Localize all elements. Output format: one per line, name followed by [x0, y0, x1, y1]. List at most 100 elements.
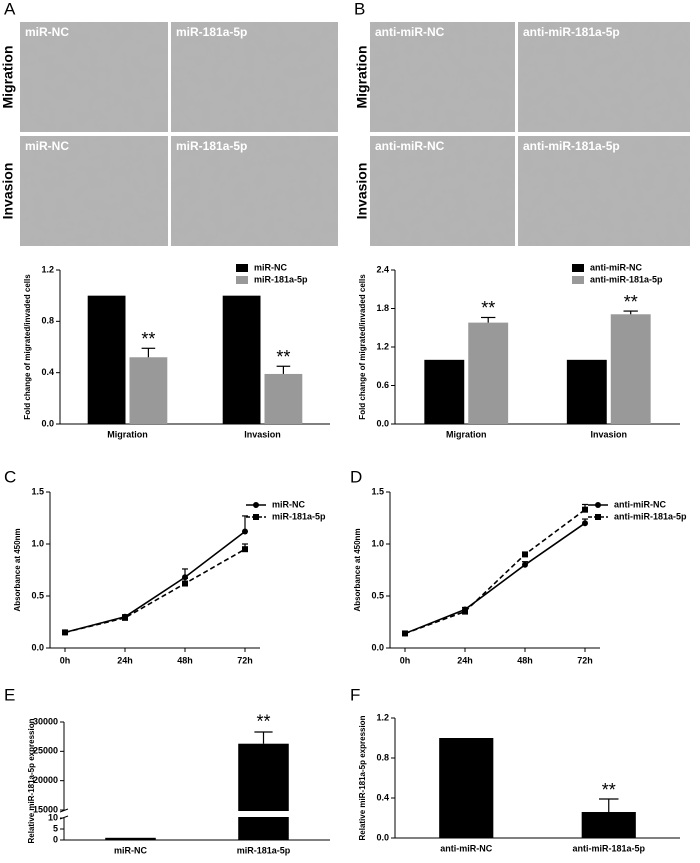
y-tick-label: 0.0 [31, 642, 44, 652]
legend-swatch [236, 276, 248, 284]
x-tick-label: anti-miR-181a-5p [572, 843, 645, 853]
marker [462, 608, 468, 615]
series-line [64, 530, 246, 634]
y-tick-label: 0.8 [376, 752, 389, 762]
bar [424, 359, 465, 424]
x-tick-label: miR-NC [114, 845, 147, 855]
x-tick-label: Invasion [244, 429, 281, 439]
marker [242, 528, 248, 535]
image-tag: miR-181a-5p [176, 25, 247, 39]
error-bar [599, 798, 619, 812]
bar [129, 357, 168, 424]
y-axis-label: Relative miR-181a-5p expression [358, 715, 367, 840]
y-tick-label: 1.5 [31, 486, 44, 496]
legend-label: miR-NC [272, 499, 305, 509]
panel-label: C [4, 467, 16, 486]
micrograph-texture [518, 136, 690, 246]
bar [581, 812, 636, 838]
row-label: Migration [354, 46, 370, 109]
y-tick-label: 25000 [33, 746, 58, 756]
legend-label: miR-181a-5p [254, 274, 308, 284]
y-axis-label: Fold change of migrated/invaded cells [23, 274, 32, 420]
bar [264, 373, 303, 424]
legend-label: anti-miR-NC [614, 499, 666, 509]
x-tick-label: anti-miR-NC [440, 843, 492, 853]
row-label: Invasion [0, 163, 16, 220]
bar [105, 837, 156, 840]
micrograph-texture [171, 136, 338, 246]
y-tick-label: 0.5 [371, 590, 384, 600]
bar [222, 295, 261, 424]
image-tag: miR-181a-5p [176, 139, 247, 153]
bar [610, 314, 651, 424]
legend-swatch [572, 264, 584, 272]
marker [242, 546, 248, 553]
y-tick-label: 1.0 [371, 538, 384, 548]
panel-label: E [4, 685, 15, 704]
y-tick-label: 30000 [33, 716, 58, 726]
micrograph-texture [370, 136, 515, 246]
panel-label: A [4, 0, 16, 18]
bar [439, 738, 494, 838]
row-label: Migration [0, 46, 16, 109]
y-tick-label: 0.4 [376, 792, 389, 802]
bar [87, 295, 126, 424]
panel-label: F [350, 685, 360, 704]
legend-label: miR-NC [254, 262, 287, 272]
row-label: Invasion [354, 163, 370, 220]
y-tick-label: 10 [48, 812, 58, 822]
legend-label: anti-miR-NC [590, 262, 642, 272]
x-tick-label: 72h [577, 655, 593, 665]
panel-label: D [350, 467, 362, 486]
error-bar [481, 316, 496, 323]
micrograph-texture [20, 22, 168, 132]
series-line [64, 548, 246, 634]
x-tick-label: 48h [177, 655, 193, 665]
error-bar [276, 365, 291, 374]
y-axis-label: Absorbance at 450nm [13, 528, 22, 611]
micrograph-texture [370, 22, 515, 132]
significance: ** [141, 329, 155, 349]
x-tick-label: 24h [117, 655, 133, 665]
break-mark [59, 815, 69, 820]
break-mark [59, 808, 69, 813]
micrograph-texture [171, 22, 338, 132]
significance: ** [602, 780, 616, 800]
y-tick-label: 1.0 [31, 538, 44, 548]
y-axis-label: Relative miR-181a-5p expression [27, 718, 36, 843]
bar [238, 743, 289, 840]
marker [62, 629, 68, 636]
marker [253, 502, 259, 508]
image-tag: miR-NC [25, 139, 69, 153]
y-tick-label: 0.4 [41, 367, 54, 377]
marker [595, 502, 601, 508]
x-tick-label: Migration [446, 429, 487, 439]
y-tick-label: 5 [53, 823, 58, 833]
significance: ** [276, 347, 290, 367]
x-tick-label: miR-181a-5p [237, 845, 291, 855]
significance: ** [481, 298, 495, 318]
image-tag: anti-miR-181a-5p [523, 25, 620, 39]
significance: ** [256, 712, 270, 732]
x-tick-label: 72h [237, 655, 253, 665]
marker [402, 630, 408, 637]
micrograph-texture [518, 22, 690, 132]
y-tick-label: 1.8 [376, 303, 389, 313]
marker [582, 520, 588, 527]
x-tick-label: 0h [400, 655, 411, 665]
marker [522, 561, 528, 568]
marker [522, 551, 528, 558]
error-bar [141, 347, 156, 358]
x-tick-label: Migration [107, 429, 148, 439]
y-tick-label: 0.0 [376, 832, 389, 842]
error-bar [623, 310, 638, 315]
y-tick-label: 20000 [33, 775, 58, 785]
marker [253, 514, 259, 520]
series-line [404, 509, 586, 635]
image-tag: anti-miR-181a-5p [523, 139, 620, 153]
y-tick-label: 0.6 [376, 380, 389, 390]
x-tick-label: 0h [60, 655, 71, 665]
legend-label: anti-miR-181a-5p [590, 274, 663, 284]
y-tick-label: 0.0 [41, 418, 54, 428]
